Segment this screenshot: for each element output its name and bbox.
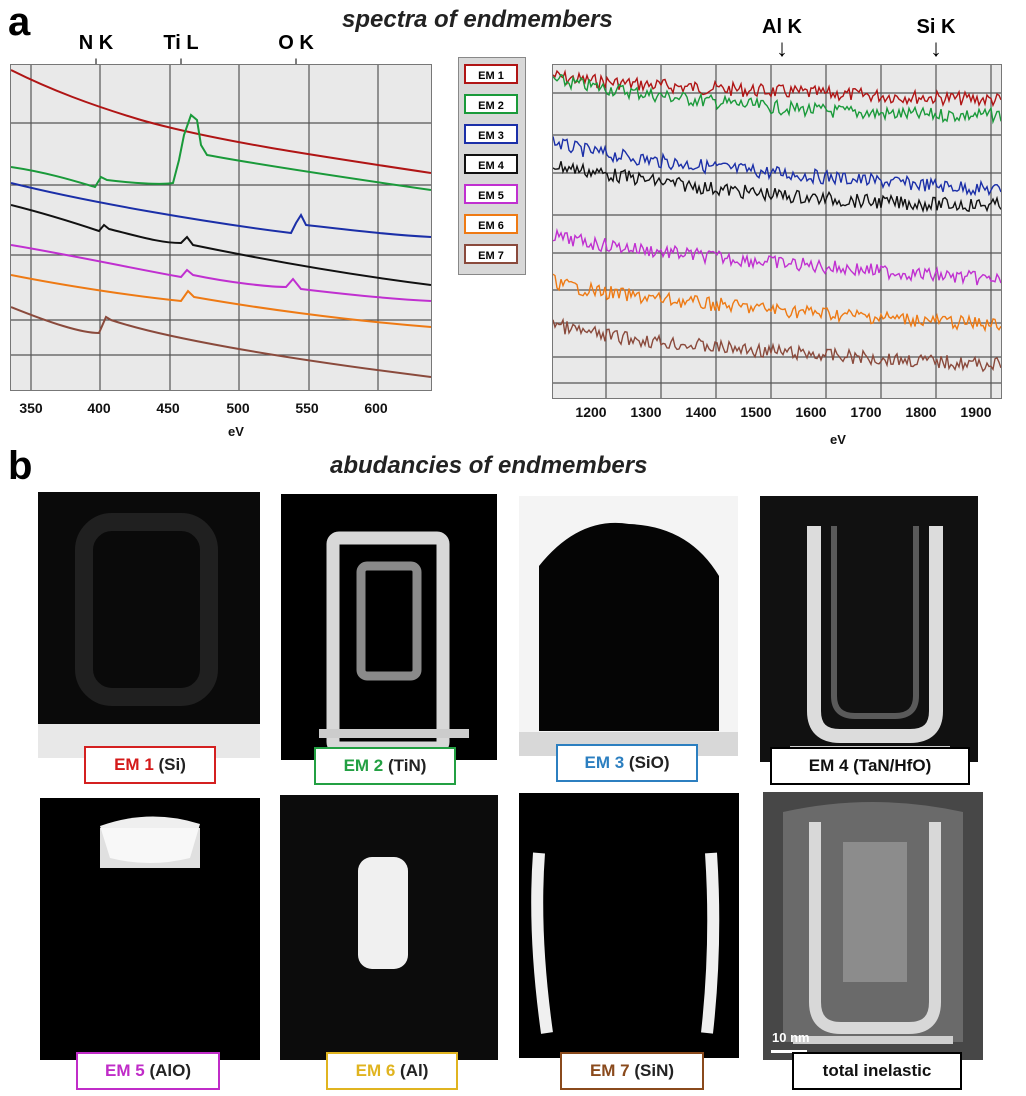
down-arrow-icon: ↓ xyxy=(776,35,788,62)
spectrum-em2 xyxy=(10,113,432,191)
peak-label-alk: Al K ↓ xyxy=(752,16,812,62)
left-xtick: 550 xyxy=(295,400,319,416)
spectrum-em5 xyxy=(10,244,432,302)
abundance-map-em7 xyxy=(519,793,739,1058)
spectrum-em4 xyxy=(10,204,432,286)
abundance-map-em5 xyxy=(40,798,260,1060)
abundance-map-em2 xyxy=(281,494,497,760)
noisy-spectrum-em4 xyxy=(552,161,1002,214)
left-grid xyxy=(11,65,431,390)
panel-b-title: abudancies of endmembers xyxy=(330,452,648,479)
legend-item-em7: EM 7 xyxy=(464,244,518,264)
noisy-spectrum-em1 xyxy=(552,69,1002,108)
abundance-map-total-inelastic: 10 nm xyxy=(763,792,983,1060)
right-xlabel: eV xyxy=(830,432,846,447)
abundance-map-em3 xyxy=(519,496,738,756)
right-xtick: 1600 xyxy=(795,404,827,420)
abundance-map-em6 xyxy=(280,795,498,1060)
scalebar xyxy=(771,1050,807,1053)
down-arrow-icon: ↓ xyxy=(930,35,942,62)
legend-item-em5: EM 5 xyxy=(464,184,518,204)
legend-item-em4: EM 4 xyxy=(464,154,518,174)
map-label-em6: EM 6 (Al) xyxy=(326,1052,458,1090)
map-label-em4: EM 4 (TaN/HfO) xyxy=(770,747,970,785)
map-label-em5: EM 5 (AlO) xyxy=(76,1052,220,1090)
left-xtick: 600 xyxy=(364,400,388,416)
right-spectra-svg xyxy=(552,65,1002,398)
right-xtick: 1300 xyxy=(630,404,662,420)
legend-item-em6: EM 6 xyxy=(464,214,518,234)
left-spectra-svg xyxy=(10,65,432,390)
right-xtick: 1700 xyxy=(850,404,882,420)
left-spectra-plot xyxy=(10,64,432,391)
right-xtick: 1900 xyxy=(960,404,992,420)
abundance-map-em4 xyxy=(760,496,978,762)
map-label-em1: EM 1 (Si) xyxy=(84,746,216,784)
panel-a-title: spectra of endmembers xyxy=(342,6,613,33)
panel-a-letter: a xyxy=(8,0,31,44)
right-xtick: 1400 xyxy=(685,404,717,420)
legend-item-em1: EM 1 xyxy=(464,64,518,84)
noisy-spectrum-em3 xyxy=(552,136,1002,197)
right-spectra-plot xyxy=(552,64,1002,399)
legend-item-em2: EM 2 xyxy=(464,94,518,114)
spectrum-em6 xyxy=(10,274,432,328)
abundance-map-em1 xyxy=(38,492,260,758)
noisy-spectrum-em7 xyxy=(552,317,1002,373)
right-xtick: 1800 xyxy=(905,404,937,420)
spectrum-em1 xyxy=(10,69,432,174)
peak-label-sik: Si K ↓ xyxy=(906,16,966,62)
noisy-spectrum-em6 xyxy=(552,273,1002,333)
spectrum-em3 xyxy=(10,182,432,238)
panel-b-letter: b xyxy=(8,444,33,488)
scalebar-label: 10 nm xyxy=(772,1030,810,1045)
legend-item-em3: EM 3 xyxy=(464,124,518,144)
map-label-em7: EM 7 (SiN) xyxy=(560,1052,704,1090)
map-label-em2: EM 2 (TiN) xyxy=(314,747,456,785)
left-xtick: 350 xyxy=(19,400,43,416)
left-xtick: 400 xyxy=(87,400,111,416)
right-xtick: 1500 xyxy=(740,404,772,420)
spectrum-em7 xyxy=(10,306,432,378)
map-label-em3: EM 3 (SiO) xyxy=(556,744,698,782)
left-xtick: 450 xyxy=(156,400,180,416)
map-label-total-inelastic: total inelastic xyxy=(792,1052,962,1090)
right-grid xyxy=(553,65,1001,398)
spectra-legend: EM 1 EM 2 EM 3 EM 4 EM 5 EM 6 EM 7 xyxy=(458,57,526,275)
left-xlabel: eV xyxy=(228,424,244,439)
noisy-spectrum-em2 xyxy=(552,73,1002,125)
left-xtick: 500 xyxy=(226,400,250,416)
right-xtick: 1200 xyxy=(575,404,607,420)
noisy-spectrum-em5 xyxy=(552,227,1002,286)
